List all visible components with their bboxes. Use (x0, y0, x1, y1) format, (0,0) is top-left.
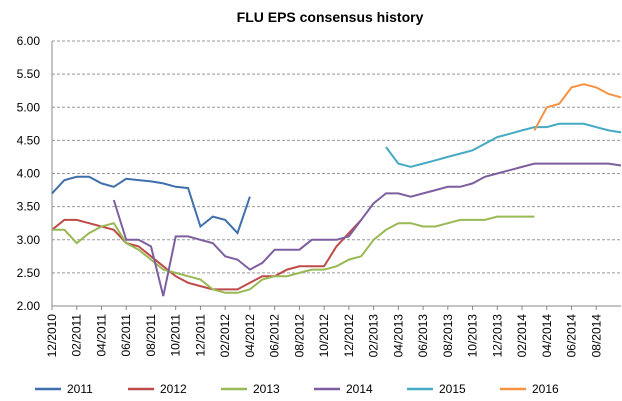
x-tick-label: 12/2011 (193, 314, 207, 357)
x-tick-label: 08/2014 (589, 314, 603, 358)
x-tick-label: 06/2013 (416, 314, 430, 358)
series-line (385, 122, 622, 168)
y-tick-label: 3.00 (17, 233, 41, 247)
x-tick-label: 06/2012 (268, 314, 282, 358)
legend-label: 2013 (253, 382, 280, 396)
x-tick-label: 04/2011 (94, 314, 108, 357)
x-tick-label: 12/2010 (45, 314, 59, 358)
x-tick-label: 10/2011 (169, 314, 183, 357)
x-tick-label: 12/2012 (342, 314, 356, 358)
series-line (51, 175, 251, 236)
y-tick-label: 2.00 (17, 299, 41, 313)
x-tick-label: 12/2013 (490, 314, 504, 358)
x-tick-label: 08/2011 (144, 314, 158, 357)
x-tick-label: 02/2014 (515, 314, 529, 358)
legend-label: 2012 (160, 382, 187, 396)
series-line (51, 218, 362, 291)
x-tick-label: 06/2011 (119, 314, 133, 357)
legend-label: 2015 (439, 382, 466, 396)
y-tick-label: 4.50 (17, 133, 41, 147)
chart-title: FLU EPS consensus history (237, 9, 424, 25)
x-tick-label: 02/2011 (70, 314, 84, 357)
series-line (52, 215, 535, 294)
series-line (112, 162, 622, 297)
x-tick-label: 08/2012 (292, 314, 306, 358)
x-tick-label: 10/2012 (317, 314, 331, 358)
legend-label: 2014 (346, 382, 373, 396)
x-tick-label: 06/2014 (565, 314, 579, 358)
y-tick-label: 4.00 (17, 167, 41, 181)
x-tick-label: 02/2013 (367, 314, 381, 358)
x-tick-label: 04/2012 (243, 314, 257, 358)
legend-label: 2016 (532, 382, 559, 396)
x-tick-label: 04/2013 (391, 314, 405, 358)
y-tick-label: 5.50 (17, 67, 41, 81)
y-tick-label: 6.00 (17, 34, 41, 48)
series-line (533, 83, 622, 131)
x-tick-label: 02/2012 (218, 314, 232, 358)
x-tick-label: 04/2014 (540, 314, 554, 358)
y-tick-label: 2.50 (17, 266, 41, 280)
y-tick-label: 3.50 (17, 200, 41, 214)
y-tick-label: 5.00 (17, 100, 41, 114)
legend-label: 2011 (67, 382, 93, 396)
x-tick-label: 10/2013 (466, 314, 480, 358)
x-tick-label: 08/2013 (441, 314, 455, 358)
